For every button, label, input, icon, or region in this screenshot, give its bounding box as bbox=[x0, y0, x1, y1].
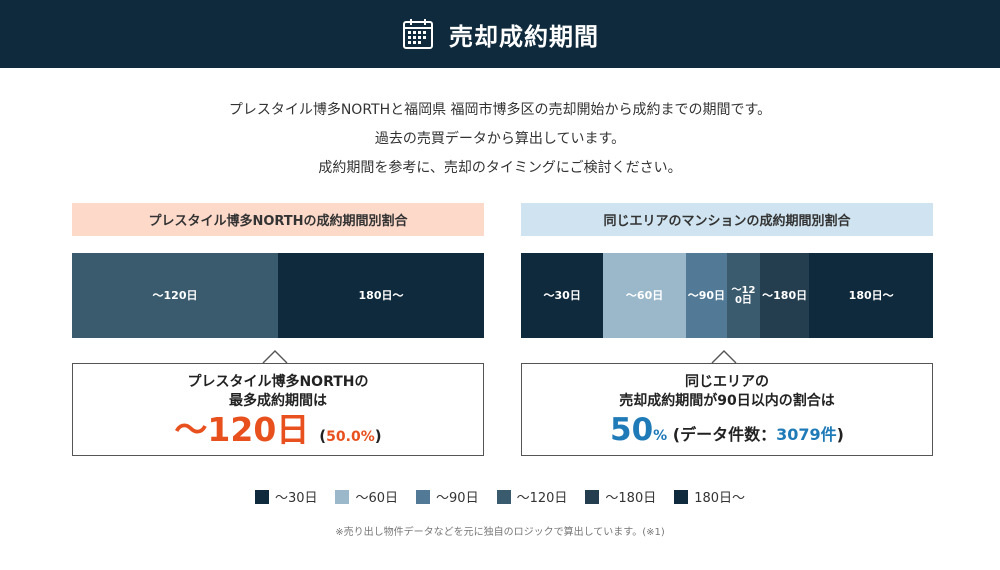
most-common-percent: 50.0% bbox=[326, 429, 375, 445]
calendar-icon bbox=[403, 19, 433, 49]
intro-line-2: 過去の売買データから算出しています。 bbox=[374, 131, 626, 147]
legend-label: 〜30日 bbox=[274, 491, 318, 506]
legend-label: 〜120日 bbox=[516, 491, 568, 506]
pointer-arrow-icon bbox=[711, 350, 737, 364]
paren-open: ( bbox=[319, 427, 327, 445]
summary-line-2: 最多成約期間は bbox=[229, 393, 327, 409]
bar-segment: 〜120日 bbox=[726, 253, 760, 338]
property-panel: プレスタイル博多NORTHの成約期間別割合 〜120日 180日〜 プレスタイル博… bbox=[72, 203, 484, 456]
property-period-bar: 〜120日 180日〜 bbox=[72, 253, 484, 338]
most-common-period: 〜120日 bbox=[174, 410, 310, 449]
summary-line-1: 同じエリアの bbox=[685, 374, 769, 390]
legend-item: 〜60日 bbox=[335, 487, 398, 506]
summary-line-1: プレスタイル博多NORTHの bbox=[187, 374, 369, 390]
within-90-days-unit: % bbox=[653, 428, 668, 444]
paren-close: ) bbox=[374, 427, 382, 445]
bar-segment: 〜180日 bbox=[759, 253, 810, 338]
legend-label: 〜90日 bbox=[436, 491, 479, 506]
legend-label: 180日〜 bbox=[694, 491, 746, 506]
bar-segment: 〜120日 bbox=[72, 253, 278, 338]
legend-swatch bbox=[674, 489, 689, 504]
intro-line-1: プレスタイル博多NORTHと福岡県 福岡市博多区の売却開始から成約までの期間です… bbox=[228, 102, 772, 118]
page-header: 売却成約期間 bbox=[0, 0, 1000, 68]
bar-segment: 〜90日 bbox=[685, 253, 727, 338]
pointer-arrow-icon bbox=[262, 350, 288, 364]
legend-label: 〜180日 bbox=[605, 491, 657, 506]
summary-line-2: 売却成約期間が90日以内の割合は bbox=[619, 393, 835, 409]
intro-line-3: 成約期間を参考に、売却のタイミングにご検討ください。 bbox=[318, 160, 682, 176]
bar-segment: 〜30日 bbox=[521, 253, 604, 338]
page-title: 売却成約期間 bbox=[449, 22, 599, 51]
property-panel-title: プレスタイル博多NORTHの成約期間別割合 bbox=[72, 203, 484, 236]
data-count-value: 3079件 bbox=[776, 425, 837, 444]
footnote: ※売り出し物件データなどを元に独自のロジックで算出しています。(※1) bbox=[335, 527, 665, 538]
period-legend: 〜30日 〜60日 〜90日 〜120日 〜180日 180日〜 bbox=[0, 487, 1000, 506]
legend-swatch bbox=[335, 489, 350, 504]
legend-swatch bbox=[496, 489, 511, 504]
legend-item: 〜30日 bbox=[254, 487, 318, 506]
area-summary-box: 同じエリアの 売却成約期間が90日以内の割合は 50 % (データ件数： 307… bbox=[521, 363, 933, 456]
within-90-days-value: 50 bbox=[610, 412, 654, 448]
bar-segment: 〜60日 bbox=[603, 253, 686, 338]
intro-text: プレスタイル博多NORTHと福岡県 福岡市博多区の売却開始から成約までの期間です… bbox=[0, 96, 1000, 183]
paren-close: ) bbox=[836, 425, 844, 444]
legend-item: 〜180日 bbox=[585, 487, 656, 506]
legend-swatch bbox=[416, 489, 431, 504]
data-count-label: (データ件数： bbox=[667, 425, 777, 444]
area-period-bar: 〜30日 〜60日 〜90日 〜120日 〜180日 180日〜 bbox=[521, 253, 933, 338]
legend-label: 〜60日 bbox=[355, 491, 399, 506]
area-panel-title: 同じエリアのマンションの成約期間別割合 bbox=[521, 203, 933, 236]
legend-item: 180日〜 bbox=[674, 487, 745, 506]
property-summary-box: プレスタイル博多NORTHの 最多成約期間は 〜120日 ( 50.0% ) bbox=[72, 363, 484, 456]
legend-item: 〜90日 bbox=[416, 487, 479, 506]
bar-segment: 180日〜 bbox=[278, 253, 484, 338]
legend-swatch bbox=[585, 489, 600, 504]
bar-segment: 180日〜 bbox=[809, 253, 933, 338]
legend-swatch bbox=[254, 489, 269, 504]
legend-item: 〜120日 bbox=[496, 487, 568, 506]
area-panel: 同じエリアのマンションの成約期間別割合 〜30日 〜60日 〜90日 〜120日 〜18… bbox=[521, 203, 933, 456]
